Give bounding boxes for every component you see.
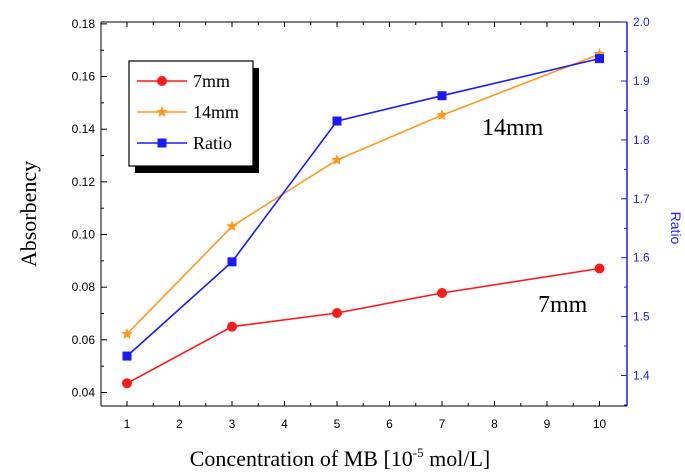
y-right-axis-title: Ratio: [668, 212, 684, 245]
x-tick-label: 1: [124, 417, 131, 431]
annotation-14mm: 14mm: [482, 115, 544, 141]
annotation-7mm: 7mm: [538, 292, 588, 318]
y-right-tick-label: 1.4: [633, 369, 650, 383]
y-right-tick-label: 1.9: [633, 74, 650, 88]
legend-marker-ratio: [157, 138, 167, 148]
point-14mm: [436, 109, 448, 121]
point-7mm: [332, 307, 342, 318]
y-left-tick-label: 0.14: [72, 122, 96, 136]
y-left-tick-label: 0.06: [72, 333, 96, 347]
x-tick-label: 4: [281, 417, 288, 431]
legend-label-ratio: Ratio: [193, 133, 232, 153]
x-tick-label: 3: [229, 417, 236, 431]
y-left-tick-label: 0.12: [72, 175, 96, 189]
x-tick-label: 6: [386, 417, 393, 431]
x-tick-label: 2: [176, 417, 183, 431]
y-left-tick-label: 0.18: [72, 17, 96, 31]
y-right-tick-label: 1.6: [633, 251, 650, 265]
point-ratio: [122, 351, 132, 361]
x-tick-label: 9: [544, 417, 551, 431]
series-line-7mm: [126, 267, 600, 385]
point-ratio: [437, 91, 447, 101]
y-left-tick-label: 0.08: [72, 280, 96, 294]
x-tick-label: 5: [334, 417, 341, 431]
legend-marker-14mm: [156, 106, 168, 117]
point-ratio: [227, 257, 237, 267]
legend-marker-7mm: [157, 76, 167, 86]
x-axis-title: Concentration of MB [10-5 mol/L]: [190, 445, 490, 471]
y-right-tick-label: 1.8: [633, 133, 650, 147]
x-tick-label: 7: [439, 417, 446, 431]
y-right-tick-label: 2.0: [633, 15, 650, 29]
y-right-tick-label: 1.5: [633, 310, 650, 324]
y-right-tick-label: 1.7: [633, 192, 650, 206]
legend-box: [128, 60, 254, 167]
x-tick-label: 8: [491, 417, 498, 431]
y-left-tick-label: 0.16: [72, 70, 96, 84]
point-ratio: [595, 54, 604, 64]
point-14mm: [121, 328, 133, 339]
point-14mm: [331, 154, 343, 165]
legend-label-14mm: 14mm: [193, 102, 239, 122]
point-14mm: [226, 220, 238, 232]
y-left-tick-label: 0.04: [72, 386, 96, 400]
y-left-axis-title: Absorbency: [16, 161, 41, 267]
point-7mm: [437, 287, 447, 298]
point-7mm: [227, 321, 237, 332]
x-tick-label: 10: [593, 417, 607, 431]
y-left-tick-label: 0.10: [72, 228, 96, 242]
legend-label-7mm: 7mm: [193, 71, 230, 91]
point-ratio: [332, 116, 342, 126]
point-7mm: [594, 263, 605, 274]
point-7mm: [122, 378, 132, 389]
